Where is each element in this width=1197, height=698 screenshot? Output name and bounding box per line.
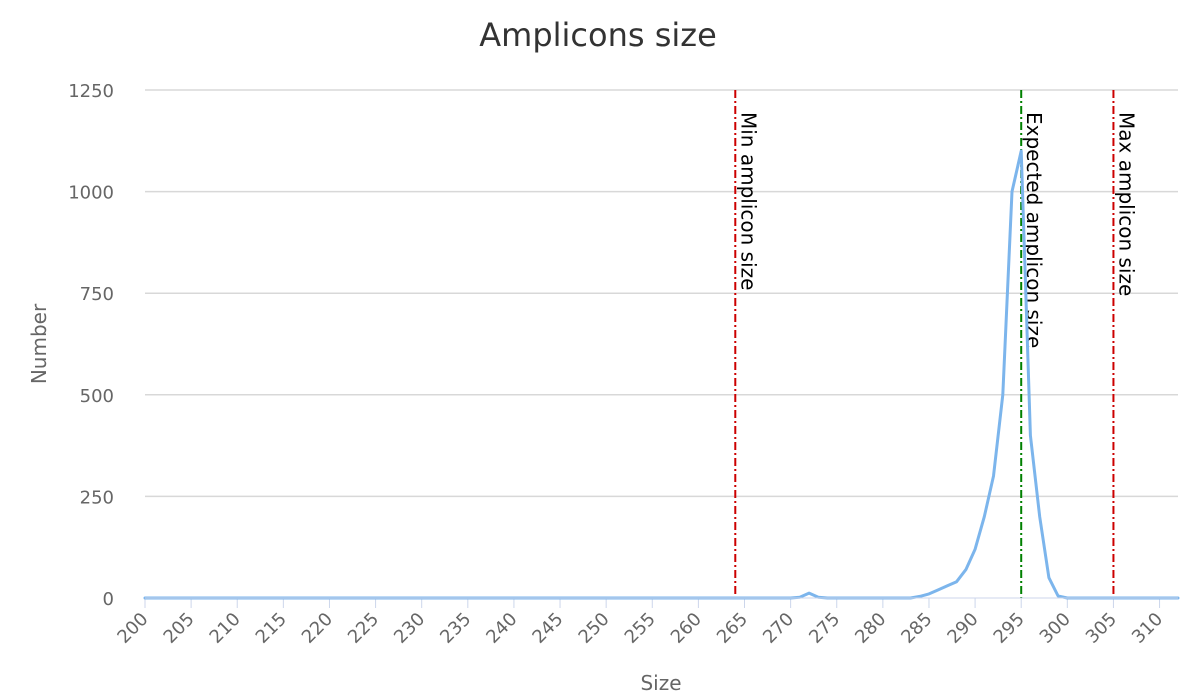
- x-tick-label: 235: [436, 609, 475, 648]
- series-layer: [143, 149, 1180, 600]
- x-tick-label: 265: [713, 609, 752, 648]
- x-axis-ticks: 200 205 210 215 220 225 230 235 240 245 250 255 260 2…: [113, 598, 1167, 648]
- x-tick-label: 250: [575, 609, 614, 648]
- x-tick-label: 220: [298, 609, 337, 648]
- x-tick-label: 255: [621, 609, 660, 648]
- x-tick-label: 300: [1036, 609, 1075, 648]
- x-tick-label: 310: [1128, 609, 1167, 648]
- y-tick-label: 250: [80, 487, 114, 508]
- x-tick-label: 275: [805, 609, 844, 648]
- y-tick-label: 1250: [68, 81, 114, 102]
- x-tick-label: 210: [206, 609, 245, 648]
- x-tick-label: 200: [113, 609, 152, 648]
- y-tick-label: 500: [80, 386, 114, 407]
- y-axis-ticks: 0 250 500 750 1000 1250: [68, 81, 114, 610]
- series-line: [143, 149, 1180, 600]
- y-tick-label: 750: [80, 284, 114, 305]
- x-tick-label: 205: [160, 609, 199, 648]
- chart-title: Amplicons size: [479, 16, 717, 54]
- x-tick-label: 225: [344, 609, 383, 648]
- x-tick-label: 290: [943, 609, 982, 648]
- x-tick-label: 245: [528, 609, 567, 648]
- plot-line-label: Max amplicon size: [1114, 112, 1138, 296]
- y-tick-label: 1000: [68, 183, 114, 204]
- x-axis-title: Size: [640, 671, 681, 695]
- x-tick-label: 285: [897, 609, 936, 648]
- plot-lines: Min amplicon size Expected amplicon size M…: [734, 90, 1138, 598]
- grid-lines: [145, 89, 1178, 498]
- x-tick-label: 230: [390, 609, 429, 648]
- x-tick-label: 270: [759, 609, 798, 648]
- y-tick-label: 0: [103, 589, 114, 610]
- plot-line-label: Min amplicon size: [736, 112, 760, 290]
- x-tick-label: 295: [990, 609, 1029, 648]
- x-tick-label: 215: [252, 609, 291, 648]
- x-tick-label: 260: [667, 609, 706, 648]
- x-tick-label: 305: [1082, 609, 1121, 648]
- y-axis-title: Number: [27, 303, 51, 384]
- x-tick-label: 240: [482, 609, 521, 648]
- x-tick-label: 280: [851, 609, 890, 648]
